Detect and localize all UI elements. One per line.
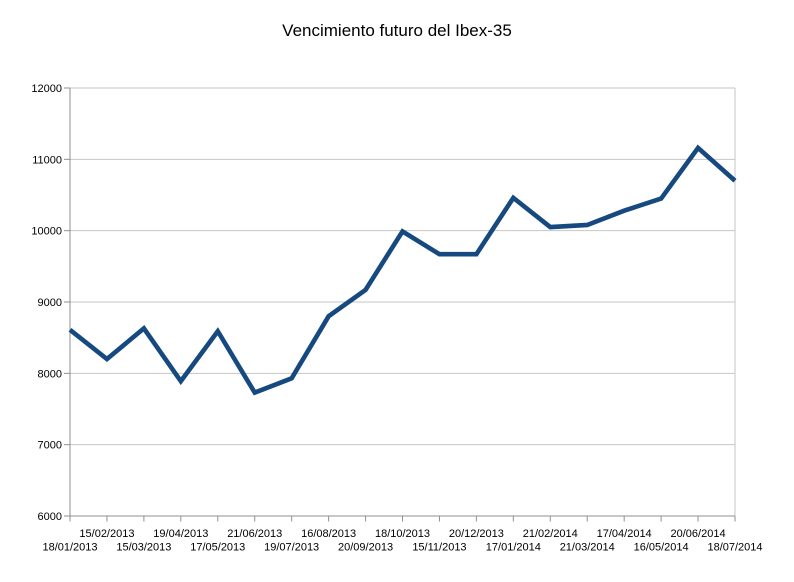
x-axis-label: 19/07/2013 [264,542,319,554]
x-axis-label: 15/03/2013 [116,542,171,554]
x-axis-label: 16/05/2014 [634,542,689,554]
y-axis-label: 12000 [31,83,62,95]
chart-title: Vencimiento futuro del Ibex-35 [282,21,512,40]
x-axis-label: 21/06/2013 [227,528,282,540]
x-axis-label: 16/08/2013 [301,528,356,540]
x-axis-label: 21/02/2014 [523,528,578,540]
x-axis-label: 20/09/2013 [338,542,393,554]
x-axis-label: 15/02/2013 [79,528,134,540]
y-axis-label: 11000 [32,154,62,166]
y-axis-label: 9000 [38,297,62,309]
x-axis-label: 17/05/2013 [190,542,245,554]
x-axis-label: 18/01/2013 [42,542,97,554]
x-axis-label: 19/04/2013 [153,528,208,540]
x-axis-label: 21/03/2014 [560,542,615,554]
y-axis-label: 7000 [38,440,62,452]
x-axis-label: 18/10/2013 [375,528,430,540]
x-axis-label: 15/11/2013 [412,542,466,554]
x-axis-label: 17/01/2014 [486,542,541,554]
x-axis-label: 18/07/2014 [707,542,762,554]
y-axis-label: 6000 [38,511,62,523]
x-axis-label: 17/04/2014 [597,528,652,540]
y-axis-label: 10000 [31,226,62,238]
y-axis-label: 8000 [38,368,62,380]
x-axis-label: 20/06/2014 [671,528,726,540]
series-line-ibex35-futuro [68,144,737,396]
x-axis-label: 20/12/2013 [449,528,504,540]
